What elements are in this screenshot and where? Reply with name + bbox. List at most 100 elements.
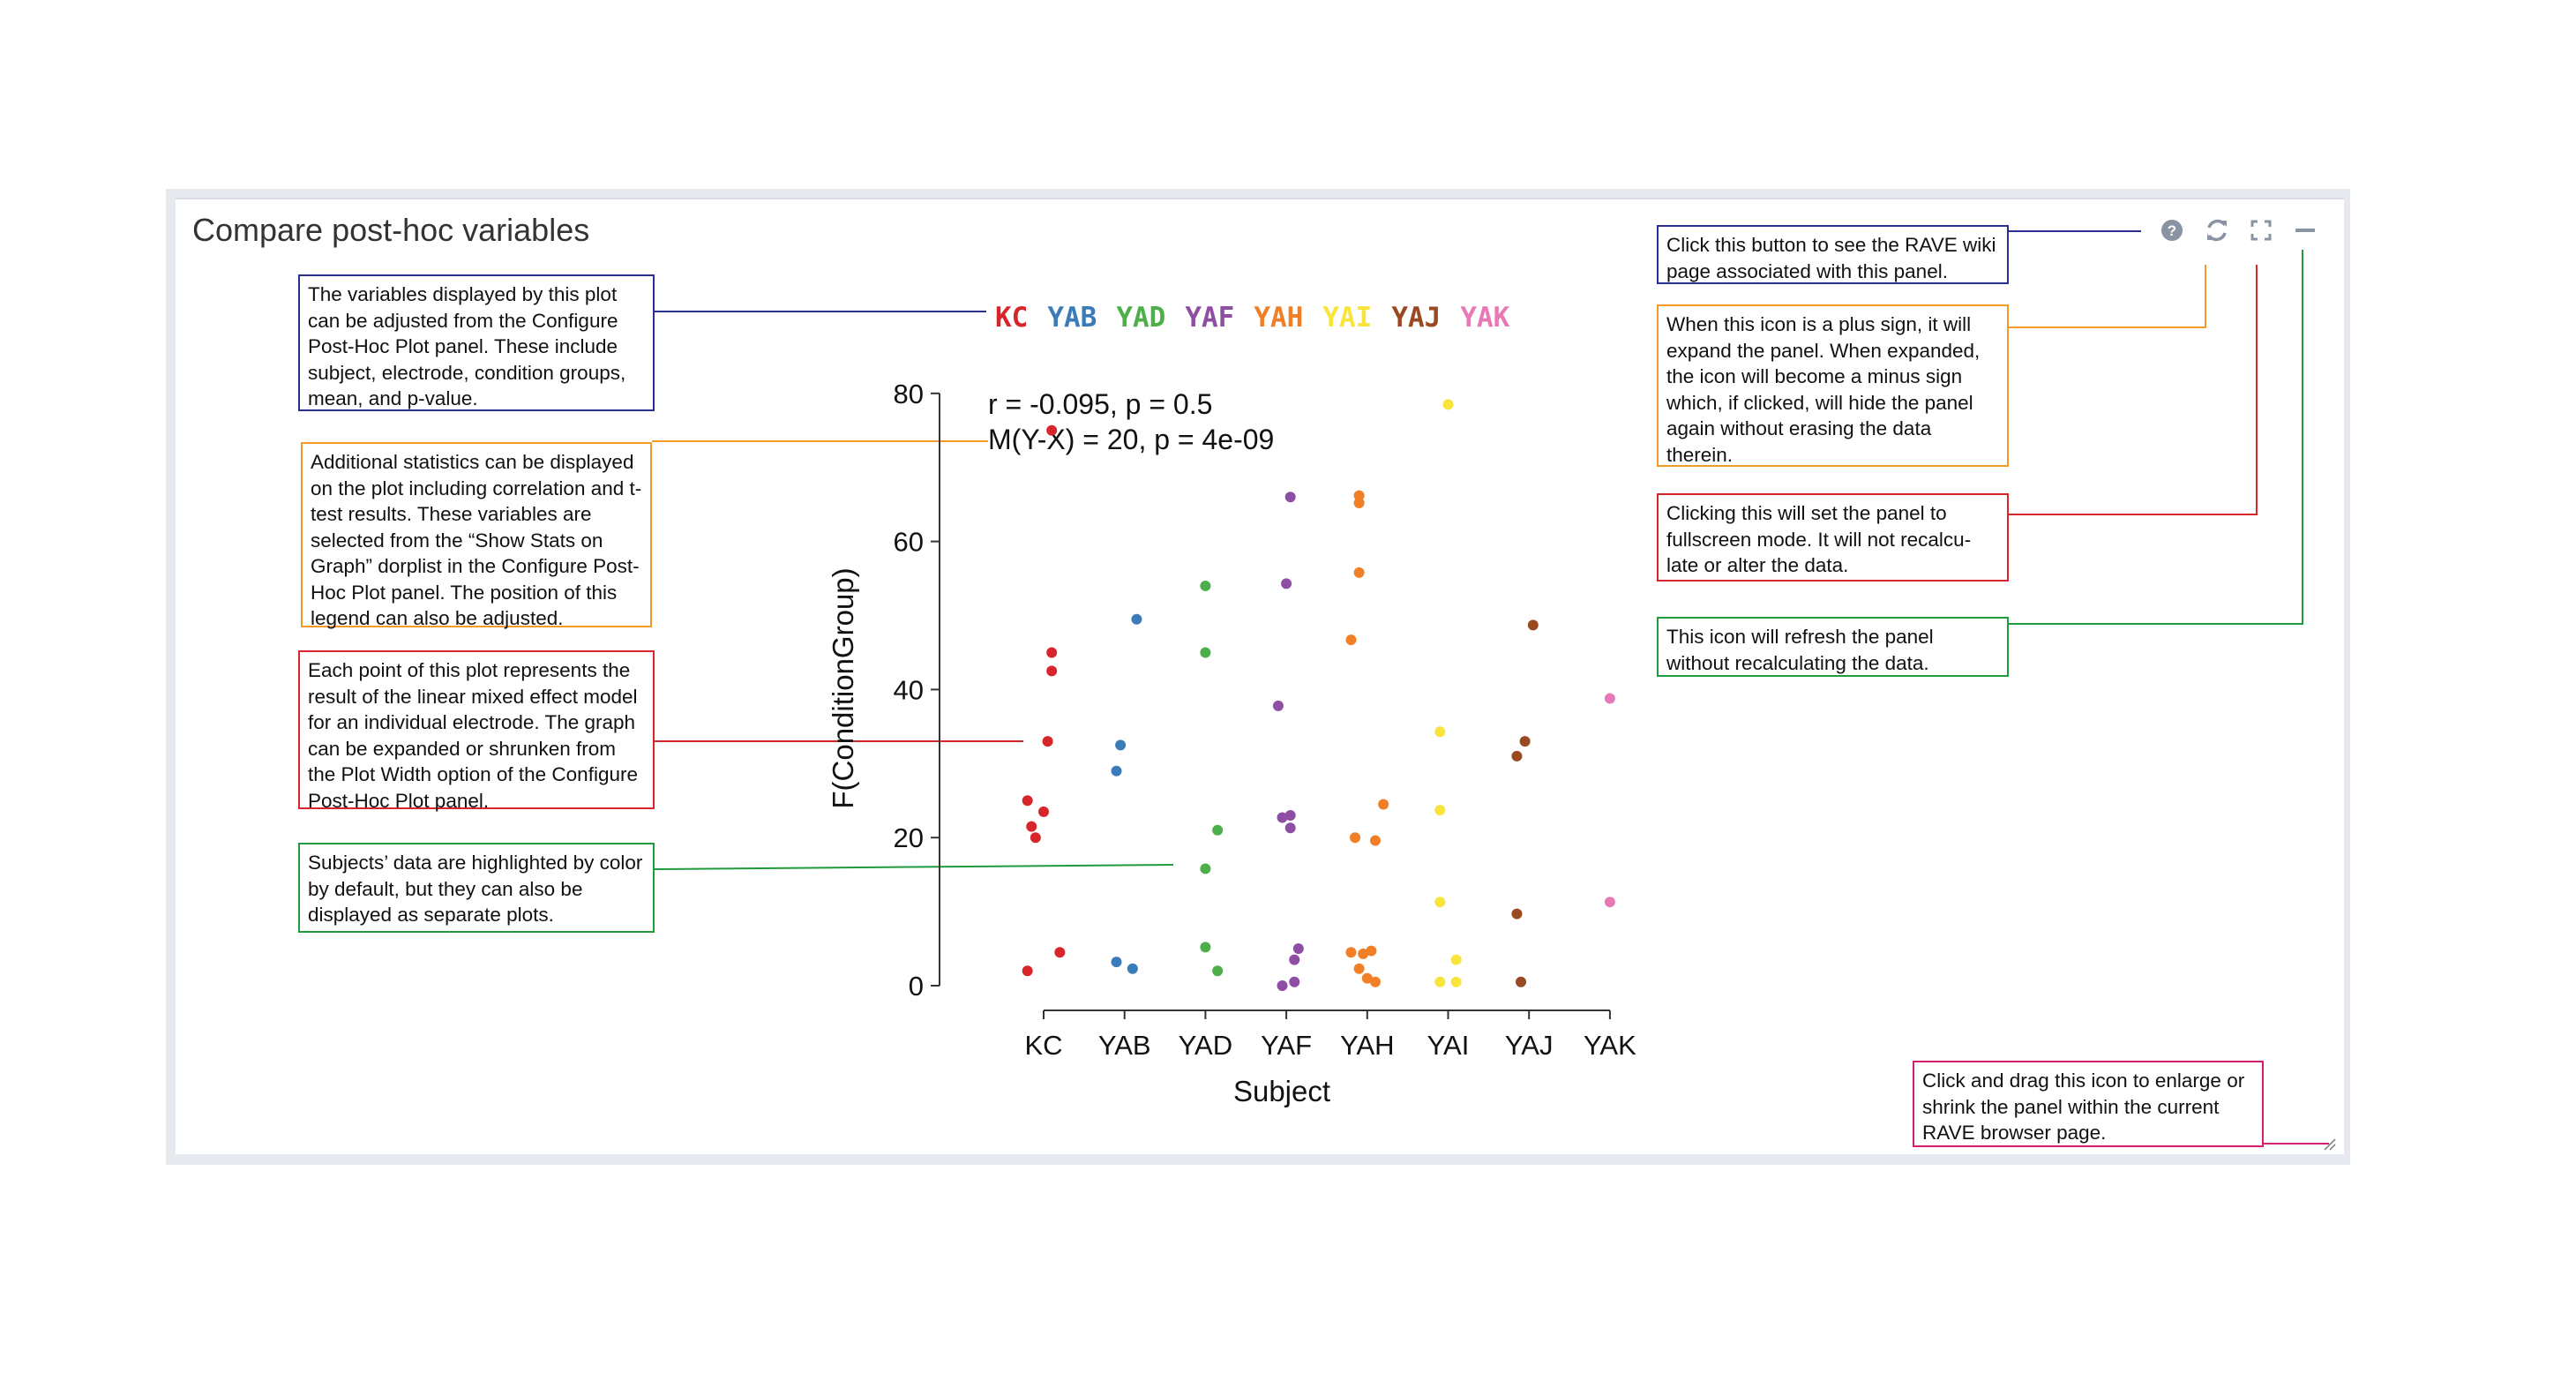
data-point-yah-5: [1369, 976, 1381, 987]
subject-legend: KC YAB YAD YAF YAH YAI YAJ YAK: [995, 302, 1529, 334]
connector-fullscreen: [2009, 265, 2258, 515]
legend-entry-kc: KC: [995, 302, 1029, 334]
stats-ttest: M(Y-X) = 20, p = 4e-09: [988, 424, 1275, 455]
data-point-yab-4: [1131, 613, 1142, 625]
data-point-yai-0: [1434, 976, 1446, 987]
help-icon[interactable]: ?: [2159, 217, 2185, 244]
data-point-yak-1: [1604, 693, 1615, 704]
annotation-statistics: Additional statistics can be displayed o…: [301, 442, 652, 629]
x-tick-label-yad: YAD: [1179, 1030, 1232, 1061]
y-tick-label-40: 40: [894, 674, 924, 705]
data-point-yaf-3: [1292, 943, 1304, 955]
data-point-yaf-5: [1284, 810, 1296, 822]
svg-text:?: ?: [2168, 222, 2176, 239]
data-point-kc-1: [1054, 947, 1066, 958]
y-tick-label-20: 20: [894, 822, 924, 853]
data-point-yad-4: [1200, 647, 1211, 658]
annotation-collapse-icon: When this icon is a plus sign, it will e…: [1657, 304, 2009, 467]
connector-colors: [654, 864, 1174, 870]
data-point-yad-2: [1200, 863, 1211, 874]
data-point-kc-0: [1022, 965, 1033, 977]
data-point-yah-7: [1369, 835, 1381, 846]
legend-entry-yaf: YAF: [1185, 302, 1235, 334]
data-point-kc-9: [1046, 424, 1058, 436]
data-point-yaf-1: [1289, 976, 1300, 987]
data-point-yab-3: [1115, 739, 1127, 751]
data-point-yaj-2: [1511, 750, 1523, 762]
legend-entry-yab: YAB: [1047, 302, 1097, 334]
minimize-icon[interactable]: [2292, 217, 2318, 244]
data-point-yab-2: [1111, 765, 1122, 777]
legend-entry-yaj: YAJ: [1391, 302, 1442, 334]
x-tick-label-yaf: YAF: [1261, 1030, 1312, 1061]
data-point-yab-1: [1127, 963, 1138, 974]
data-point-yaf-7: [1272, 700, 1284, 711]
connector-refresh: [2009, 250, 2303, 625]
stats-correlation: r = -0.095, p = 0.5: [988, 388, 1213, 420]
data-point-yaf-9: [1284, 492, 1296, 503]
annotation-fullscreen-icon: Clicking this will set the panel to full…: [1657, 493, 2009, 582]
x-tick-label-yaj: YAJ: [1505, 1030, 1554, 1061]
data-point-kc-2: [1030, 832, 1041, 844]
data-point-yai-5: [1434, 726, 1446, 738]
expand-icon[interactable]: [2248, 217, 2274, 244]
legend-entry-yah: YAH: [1254, 302, 1304, 334]
stats-legend[interactable]: r = -0.095, p = 0.5 M(Y-X) = 20, p = 4e-…: [988, 387, 1274, 457]
data-point-yaj-4: [1527, 619, 1539, 631]
data-point-yah-12: [1353, 490, 1365, 501]
y-tick-label-0: 0: [909, 971, 924, 1002]
data-point-yah-11: [1353, 497, 1365, 508]
data-point-yah-10: [1353, 567, 1365, 578]
data-point-yai-1: [1450, 976, 1462, 987]
data-point-yaj-1: [1511, 908, 1523, 919]
resize-handle-icon[interactable]: [2322, 1137, 2336, 1151]
data-point-yad-3: [1212, 824, 1224, 836]
data-point-kc-7: [1046, 665, 1058, 677]
x-tick-label-yak: YAK: [1584, 1030, 1636, 1061]
x-tick-label-yab: YAB: [1098, 1030, 1151, 1061]
data-point-yad-1: [1212, 965, 1224, 977]
data-point-yah-6: [1350, 832, 1361, 844]
x-tick-label-yah: YAH: [1340, 1030, 1394, 1061]
data-point-yai-4: [1434, 805, 1446, 816]
data-point-yah-8: [1378, 799, 1389, 810]
annotation-resize-handle: Click and drag this icon to enlarge or s…: [1913, 1061, 2264, 1147]
annotation-refresh-icon: This icon will refresh the panel without…: [1657, 617, 2009, 677]
panel-title: Compare post-hoc variables: [192, 212, 590, 248]
data-point-yaf-8: [1281, 578, 1292, 589]
data-point-yad-5: [1200, 580, 1211, 591]
y-tick-label-60: 60: [894, 527, 924, 558]
data-point-kc-3: [1026, 821, 1037, 832]
data-point-yai-6: [1442, 399, 1454, 410]
data-point-kc-5: [1022, 795, 1033, 807]
data-point-yah-9: [1345, 634, 1357, 646]
data-point-yaf-4: [1277, 812, 1288, 823]
x-tick-label-kc: KC: [1024, 1030, 1062, 1061]
legend-entry-yad: YAD: [1116, 302, 1166, 334]
y-tick-label-80: 80: [894, 379, 924, 409]
annotation-help-button: Click this button to see the RAVE wiki p…: [1657, 225, 2009, 284]
data-point-yaj-0: [1516, 976, 1527, 987]
data-point-yah-2: [1366, 945, 1377, 957]
data-point-yah-4: [1361, 972, 1373, 984]
annotation-variables: The variables displayed by this plot can…: [298, 274, 655, 411]
y-axis-title: F(ConditionGroup): [827, 567, 859, 808]
data-point-yah-0: [1345, 947, 1357, 958]
data-point-yai-2: [1450, 954, 1462, 965]
data-point-kc-4: [1038, 806, 1049, 817]
data-point-yad-0: [1200, 942, 1211, 953]
legend-entry-yai: YAI: [1322, 302, 1373, 334]
legend-entry-yak: YAK: [1460, 302, 1510, 334]
data-point-yaf-2: [1289, 954, 1300, 965]
data-point-yai-3: [1434, 897, 1446, 908]
annotation-points: Each point of this plot represents the r…: [298, 650, 655, 812]
refresh-icon[interactable]: [2204, 217, 2230, 244]
data-point-yaf-6: [1284, 822, 1296, 834]
annotation-colors: Subjects’ data are highlighted by color …: [298, 843, 655, 933]
x-axis-title: Subject: [1233, 1075, 1330, 1107]
data-point-yah-3: [1353, 963, 1365, 974]
data-point-yah-1: [1358, 948, 1369, 959]
data-point-kc-8: [1046, 647, 1058, 658]
data-point-yaj-3: [1519, 736, 1531, 747]
